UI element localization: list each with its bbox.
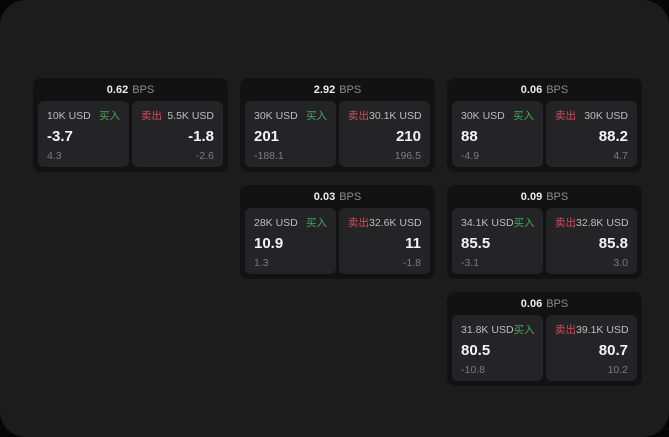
bps-value: 0.06 (520, 83, 543, 96)
buy-side-label: 买入 (306, 217, 327, 229)
buy-pane[interactable]: 30K USD 买入 201 -188.1 (245, 101, 336, 167)
bps-unit-label: BPS (339, 190, 362, 203)
sell-price: 85.8 (598, 235, 628, 253)
card-header: 0.06 BPS (447, 78, 642, 101)
buy-notional: 28K USD (254, 216, 298, 229)
sell-pane[interactable]: 卖出 32.6K USD 11 -1.8 (339, 208, 430, 274)
buy-pane[interactable]: 31.8K USD 买入 80.5 -10.8 (452, 315, 543, 381)
quote-cards-grid: 0.62 BPS 10K USD 买入 -3.7 4.3 卖出 (33, 78, 642, 386)
sell-delta: -2.6 (195, 149, 214, 162)
sell-side-label: 卖出 (555, 110, 576, 122)
quote-card: 0.06 BPS 31.8K USD 买入 80.5 -10.8 卖 (447, 292, 642, 386)
buy-price: 88 (461, 128, 478, 146)
buy-price: -3.7 (47, 128, 73, 146)
buy-price: 201 (254, 128, 280, 146)
buy-pane[interactable]: 34.1K USD 买入 85.5 -3.1 (452, 208, 543, 274)
buy-pane[interactable]: 10K USD 买入 -3.7 4.3 (38, 101, 129, 167)
card-header: 0.03 BPS (240, 185, 435, 208)
sell-delta: -1.8 (402, 256, 421, 269)
buy-delta: 1.3 (254, 256, 269, 269)
buy-side-label: 买入 (513, 110, 534, 122)
sell-notional: 32.6K USD (369, 216, 422, 229)
quote-card: 0.03 BPS 28K USD 买入 10.9 1.3 卖出 (240, 185, 435, 279)
sell-delta: 4.7 (613, 149, 628, 162)
buy-delta: -4.9 (461, 149, 480, 162)
card-body: 30K USD 买入 201 -188.1 卖出 30.1K USD 210 1… (240, 101, 435, 172)
buy-pane[interactable]: 28K USD 买入 10.9 1.3 (245, 208, 336, 274)
card-body: 30K USD 买入 88 -4.9 卖出 30K USD 88.2 4.7 (447, 101, 642, 172)
sell-side-label: 卖出 (348, 110, 369, 122)
sell-delta: 10.2 (607, 363, 628, 376)
buy-pane[interactable]: 30K USD 买入 88 -4.9 (452, 101, 543, 167)
sell-side-label: 卖出 (141, 110, 162, 122)
bps-unit-label: BPS (339, 83, 362, 96)
card-header: 0.06 BPS (447, 292, 642, 315)
sell-pane[interactable]: 卖出 39.1K USD 80.7 10.2 (546, 315, 637, 381)
sell-price: 80.7 (598, 342, 628, 360)
sell-notional: 5.5K USD (167, 109, 214, 122)
quote-card: 0.09 BPS 34.1K USD 买入 85.5 -3.1 卖出 (447, 185, 642, 279)
card-header: 2.92 BPS (240, 78, 435, 101)
bps-unit-label: BPS (546, 190, 569, 203)
bps-unit-label: BPS (132, 83, 155, 96)
sell-pane[interactable]: 卖出 32.8K USD 85.8 3.0 (546, 208, 637, 274)
sell-price: -1.8 (188, 128, 214, 146)
buy-side-label: 买入 (513, 324, 535, 336)
quote-card: 0.06 BPS 30K USD 买入 88 -4.9 卖出 (447, 78, 642, 172)
buy-notional: 31.8K USD (461, 323, 514, 336)
buy-side-label: 买入 (513, 217, 535, 229)
card-body: 10K USD 买入 -3.7 4.3 卖出 5.5K USD -1.8 -2.… (33, 101, 228, 172)
buy-notional: 10K USD (47, 109, 91, 122)
sell-notional: 39.1K USD (576, 323, 629, 336)
bps-value: 0.62 (106, 83, 129, 96)
sell-side-label: 卖出 (348, 217, 369, 229)
sell-notional: 30K USD (584, 109, 628, 122)
sell-pane[interactable]: 卖出 30K USD 88.2 4.7 (546, 101, 637, 167)
sell-price: 88.2 (598, 128, 628, 146)
sell-notional: 30.1K USD (369, 109, 422, 122)
sell-price: 210 (395, 128, 421, 146)
sell-side-label: 卖出 (555, 217, 576, 229)
bps-unit-label: BPS (546, 297, 569, 310)
bps-value: 0.06 (520, 297, 543, 310)
buy-price: 10.9 (254, 235, 284, 253)
sell-pane[interactable]: 卖出 5.5K USD -1.8 -2.6 (132, 101, 223, 167)
bps-unit-label: BPS (546, 83, 569, 96)
buy-notional: 30K USD (461, 109, 505, 122)
card-body: 34.1K USD 买入 85.5 -3.1 卖出 32.8K USD 85.8… (447, 208, 642, 279)
buy-price: 80.5 (461, 342, 491, 360)
card-body: 31.8K USD 买入 80.5 -10.8 卖出 39.1K USD 80.… (447, 315, 642, 386)
card-header: 0.09 BPS (447, 185, 642, 208)
sell-delta: 3.0 (613, 256, 628, 269)
buy-side-label: 买入 (306, 110, 327, 122)
sell-price: 11 (405, 235, 421, 253)
quote-card: 2.92 BPS 30K USD 买入 201 -188.1 卖出 (240, 78, 435, 172)
bps-value: 0.03 (313, 190, 336, 203)
sell-delta: 196.5 (394, 149, 421, 162)
buy-price: 85.5 (461, 235, 491, 253)
buy-delta: -188.1 (254, 149, 284, 162)
buy-side-label: 买入 (99, 110, 120, 122)
card-body: 28K USD 买入 10.9 1.3 卖出 32.6K USD 11 -1.8 (240, 208, 435, 279)
sell-pane[interactable]: 卖出 30.1K USD 210 196.5 (339, 101, 430, 167)
bps-value: 2.92 (313, 83, 336, 96)
bps-value: 0.09 (520, 190, 543, 203)
card-header: 0.62 BPS (33, 78, 228, 101)
buy-notional: 34.1K USD (461, 216, 514, 229)
buy-delta: -10.8 (461, 363, 485, 376)
buy-notional: 30K USD (254, 109, 298, 122)
buy-delta: -3.1 (461, 256, 480, 269)
sell-notional: 32.8K USD (576, 216, 629, 229)
sell-side-label: 卖出 (555, 324, 576, 336)
buy-delta: 4.3 (47, 149, 62, 162)
quote-card: 0.62 BPS 10K USD 买入 -3.7 4.3 卖出 (33, 78, 228, 172)
